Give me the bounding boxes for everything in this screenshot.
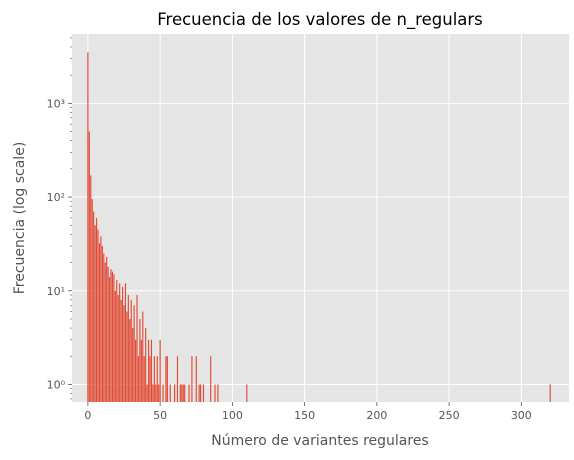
bar [195, 356, 197, 402]
bar [150, 339, 153, 402]
bar [91, 199, 93, 402]
bar [145, 328, 147, 402]
x-axis-label: Número de variantes regulares [211, 433, 428, 449]
x-tick-label: 200 [366, 409, 387, 422]
bar [88, 131, 90, 403]
bar [149, 356, 151, 402]
bar [162, 384, 164, 402]
bar [116, 280, 118, 402]
bar [156, 356, 158, 402]
chart-title: Frecuencia de los valores de n_regulars [157, 10, 483, 30]
bar [132, 328, 134, 402]
bar [140, 339, 142, 402]
bar [191, 356, 193, 402]
bar [119, 283, 121, 402]
bar [120, 299, 122, 402]
bar [152, 384, 154, 402]
bar [176, 356, 179, 402]
bar [98, 243, 101, 402]
y-tick-label: 10³ [47, 97, 65, 110]
bar [155, 384, 157, 402]
bar [139, 318, 141, 402]
bar [104, 262, 106, 402]
bar [549, 384, 551, 402]
x-axis-ticks: 0 50 100 150 200 250 300 [84, 402, 532, 422]
plot-background [72, 34, 569, 402]
y-axis-ticks: 10⁰ 10¹ 10² 10³ [47, 37, 72, 400]
bar [107, 266, 109, 402]
bar [97, 229, 99, 402]
bar [127, 295, 129, 402]
bar [188, 384, 190, 402]
bar [136, 295, 138, 402]
bar [179, 384, 181, 402]
bar [130, 299, 132, 402]
bar [100, 236, 102, 402]
bar [174, 384, 176, 402]
bar [108, 277, 111, 402]
bar [246, 384, 248, 402]
bar [153, 356, 155, 402]
bar [158, 384, 160, 402]
y-tick-label: 10¹ [47, 285, 65, 298]
bar [129, 318, 131, 402]
bar [184, 384, 186, 402]
bar [165, 356, 167, 402]
bar [123, 305, 125, 402]
bar [147, 339, 150, 402]
bar [202, 384, 205, 402]
bar [90, 175, 92, 402]
bar [166, 356, 168, 402]
y-tick-label: 10² [47, 191, 65, 204]
x-tick-label: 150 [294, 409, 315, 422]
bar [134, 339, 137, 402]
bar [169, 384, 171, 402]
bar [93, 211, 95, 402]
bar [117, 295, 119, 402]
bar [103, 253, 105, 402]
bar [210, 356, 212, 402]
bar [87, 52, 89, 403]
bar [113, 274, 115, 402]
bar [182, 384, 184, 402]
x-tick-label: 300 [511, 409, 532, 422]
bar [110, 269, 112, 402]
y-tick-label: 10⁰ [47, 378, 66, 391]
bar [94, 225, 96, 402]
bar [214, 384, 216, 402]
bar [143, 356, 145, 402]
x-tick-label: 100 [222, 409, 243, 422]
bar [181, 384, 183, 402]
grid-lines [72, 34, 569, 402]
bar [114, 290, 116, 402]
y-axis-label: Frecuencia (log scale) [12, 142, 28, 295]
bar [217, 384, 219, 402]
bar [95, 217, 98, 402]
bar [198, 384, 200, 402]
bar [126, 311, 128, 402]
bar [200, 384, 202, 402]
bar [133, 305, 135, 402]
bar [101, 246, 103, 402]
x-tick-label: 250 [439, 409, 460, 422]
x-tick-label: 0 [84, 409, 91, 422]
bar [121, 286, 124, 402]
bar [146, 384, 148, 402]
bar [111, 271, 114, 402]
bar [142, 311, 144, 402]
bars [87, 52, 551, 403]
bar [124, 283, 127, 402]
bar [106, 256, 108, 402]
bar [137, 356, 140, 402]
bar [159, 339, 161, 402]
x-tick-label: 50 [153, 409, 167, 422]
